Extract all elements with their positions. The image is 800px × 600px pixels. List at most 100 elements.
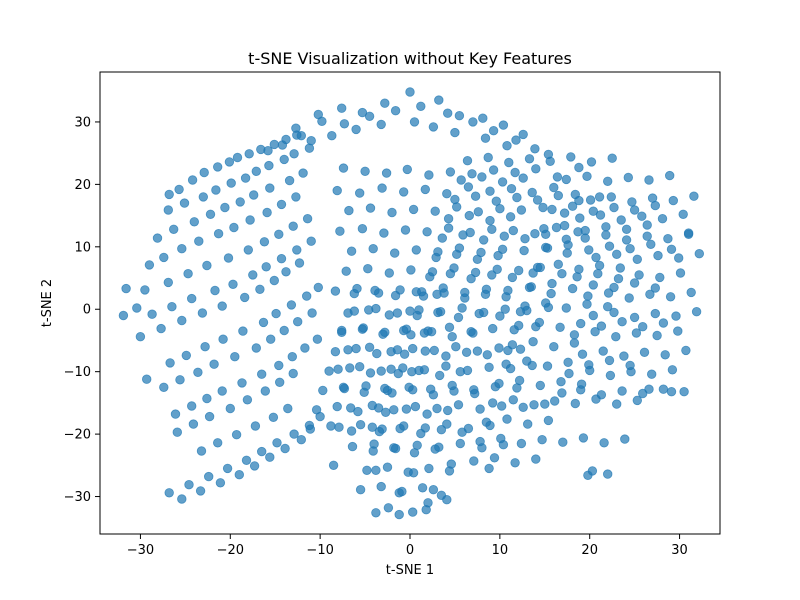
scatter-point (168, 224, 179, 235)
scatter-point (591, 394, 601, 404)
scatter-point (634, 270, 644, 280)
scatter-point (655, 272, 665, 283)
scatter-point (516, 438, 527, 449)
scatter-point (501, 359, 511, 369)
scatter-point (637, 211, 647, 221)
scatter-point (152, 233, 163, 243)
scatter-point (364, 305, 374, 315)
scatter-point (291, 192, 301, 202)
scatter-point (603, 288, 614, 298)
scatter-point (551, 222, 562, 233)
scatter-point (569, 338, 580, 348)
scatter-point (167, 302, 177, 312)
scatter-point (666, 244, 677, 255)
scatter-point (218, 334, 228, 344)
scatter-point (330, 347, 341, 357)
scatter-point (118, 310, 129, 321)
scatter-point (502, 414, 512, 424)
scatter-point (681, 345, 691, 356)
scatter-point (159, 382, 169, 393)
scatter-point (492, 264, 502, 275)
scatter-point (163, 277, 174, 288)
scatter-point (456, 175, 466, 185)
scatter-point (222, 463, 233, 474)
scatter-point (508, 225, 519, 236)
scatter-point (575, 213, 585, 223)
y-tick-label: 20 (74, 178, 91, 193)
scatter-point (604, 355, 615, 366)
scatter-point (411, 287, 422, 297)
scatter-point (466, 274, 476, 284)
scatter-point (603, 469, 613, 479)
scatter-point (535, 380, 546, 391)
scatter-point (408, 204, 419, 215)
scatter-point (330, 286, 341, 296)
scatter-point (621, 224, 632, 235)
scatter-point (401, 404, 412, 414)
scatter-point (187, 175, 198, 185)
scatter-point (519, 245, 529, 256)
scatter-point (430, 206, 440, 216)
x-tick-label: −30 (127, 543, 154, 558)
scatter-point (470, 191, 481, 201)
scatter-point (260, 386, 271, 396)
scatter-point (355, 420, 366, 430)
scatter-point (195, 486, 206, 496)
scatter-point (368, 243, 378, 254)
scatter-point (159, 252, 169, 263)
scatter-point (679, 387, 689, 397)
scatter-point (557, 388, 567, 398)
scatter-point (241, 455, 252, 466)
scatter-point (574, 195, 584, 206)
scatter-point (499, 231, 510, 241)
scatter-point (433, 307, 443, 318)
scatter-point (204, 411, 215, 422)
scatter-point (621, 235, 632, 245)
scatter-point (251, 343, 261, 353)
scatter-point (376, 481, 386, 492)
scatter-point (469, 456, 479, 466)
scatter-point (422, 409, 432, 419)
scatter-point (357, 324, 368, 334)
scatter-point (485, 186, 495, 196)
y-tick-label: −10 (64, 365, 91, 380)
scatter-point (368, 446, 378, 456)
scatter-point (183, 269, 193, 279)
scatter-point (506, 183, 517, 194)
scatter-point (441, 351, 451, 361)
scatter-point (629, 205, 640, 215)
scatter-point (605, 370, 616, 381)
x-axis-title: t-SNE 1 (386, 563, 434, 578)
scatter-point (181, 350, 192, 361)
scatter-point (638, 322, 648, 332)
scatter-point (304, 143, 315, 153)
scatter-point (377, 183, 387, 193)
scatter-point (594, 192, 605, 202)
scatter-point (530, 144, 540, 154)
scatter-point (450, 194, 460, 205)
scatter-point (650, 283, 661, 293)
scatter-point (603, 176, 613, 187)
scatter-point (411, 245, 422, 255)
scatter-point (346, 403, 356, 413)
scatter-point (194, 236, 204, 246)
scatter-point (196, 446, 207, 456)
scatter-point (505, 212, 516, 222)
scatter-point (667, 365, 678, 375)
scatter-point (306, 236, 316, 246)
scatter-point (547, 278, 557, 289)
scatter-point (420, 346, 431, 356)
scatter-point (518, 402, 528, 413)
scatter-point (384, 268, 395, 278)
scatter-point (376, 119, 386, 130)
scatter-point (364, 342, 375, 353)
scatter-point (686, 287, 696, 298)
scatter-point (588, 206, 599, 216)
scatter-point (359, 387, 369, 398)
scatter-point (617, 386, 627, 396)
scatter-point (311, 405, 322, 415)
scatter-point (407, 367, 417, 377)
scatter-point (210, 285, 220, 296)
scatter-point (202, 260, 212, 271)
scatter-point (257, 369, 267, 379)
